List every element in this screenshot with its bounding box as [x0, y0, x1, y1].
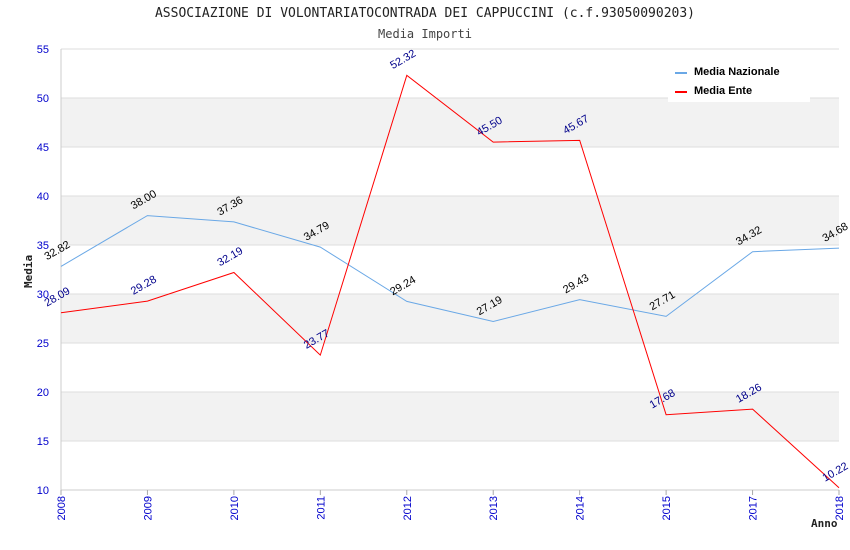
series-line-media-ente	[60, 74, 840, 489]
x-tick-label: 2010	[229, 496, 241, 520]
data-label: 10.22	[821, 460, 850, 484]
grid-band	[61, 294, 839, 343]
grid-band	[61, 196, 839, 245]
y-tick-label: 20	[37, 387, 49, 399]
data-label: 32.19	[215, 245, 245, 269]
chart-subtitle: Media Importi	[378, 27, 472, 41]
grid-band	[61, 392, 839, 441]
y-tick-label: 25	[37, 338, 49, 350]
y-tick-label: 50	[37, 93, 49, 105]
x-tick-label: 2008	[56, 496, 68, 520]
y-tick-label: 40	[37, 191, 49, 203]
y-tick-label: 15	[37, 436, 49, 448]
x-axis-label: Anno	[811, 517, 838, 530]
legend-box	[668, 60, 810, 102]
legend-label: Media Ente	[694, 85, 752, 97]
grid-band	[61, 98, 839, 147]
x-tick-label: 2017	[748, 496, 760, 520]
y-tick-label: 35	[37, 240, 49, 252]
chart-title: ASSOCIAZIONE DI VOLONTARIATOCONTRADA DEI…	[154, 6, 696, 21]
series-line-media-nazionale	[60, 215, 840, 323]
x-tick-label: 2018	[834, 496, 846, 520]
y-tick-label: 10	[37, 485, 49, 497]
x-tick-label: 2012	[402, 496, 414, 520]
y-tick-label: 55	[37, 44, 49, 56]
x-tick-label: 2014	[575, 496, 587, 520]
x-tick-label: 2015	[661, 496, 673, 520]
x-tick-label: 2013	[488, 496, 500, 520]
legend-label: Media Nazionale	[694, 66, 780, 78]
x-tick-label: 2011	[315, 496, 327, 520]
x-tick-label: 2009	[142, 496, 154, 520]
y-tick-label: 45	[37, 142, 49, 154]
data-label: 29.43	[561, 272, 591, 296]
data-label: 52.32	[388, 48, 418, 72]
y-tick-label: 30	[37, 289, 49, 301]
